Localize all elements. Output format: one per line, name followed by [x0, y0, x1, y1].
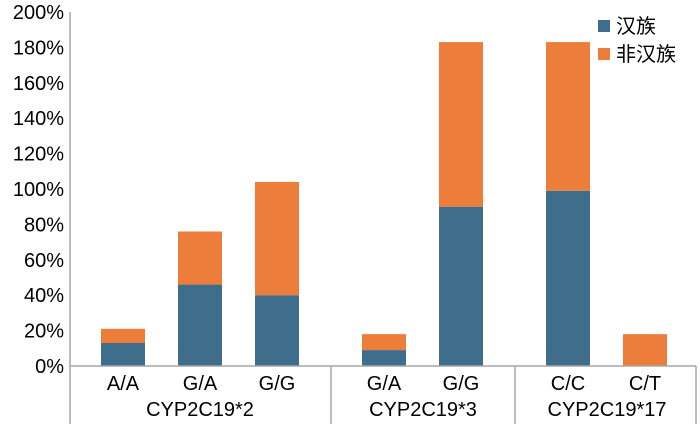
bar-segment-non-han	[623, 334, 667, 366]
legend-label: 非汉族	[616, 42, 676, 66]
group-label: CYP2C19*3	[369, 399, 477, 421]
x-tick-label: A/A	[107, 373, 140, 395]
bar-segment-han	[439, 206, 483, 366]
y-tick-label: 80%	[24, 214, 64, 236]
y-tick-label: 20%	[24, 321, 64, 343]
x-tick-label: C/C	[551, 373, 585, 395]
bar-segment-non-han	[101, 328, 145, 343]
bar-segment-non-han	[439, 42, 483, 207]
bar-segment-non-han	[362, 334, 406, 351]
y-axis-ticks: 0% 20% 40% 60% 80% 100% 120% 140% 160% 180% 200%	[13, 2, 64, 378]
y-tick-label: 40%	[24, 285, 64, 307]
bar-segment-han	[362, 350, 406, 366]
x-tick-label: G/G	[443, 373, 480, 395]
x-tick-label: G/A	[367, 373, 402, 395]
y-tick-label: 160%	[13, 73, 64, 95]
y-tick-label: 0%	[35, 356, 64, 378]
y-tick-label: 100%	[13, 179, 64, 201]
bar-segment-han	[546, 190, 590, 366]
y-tick-label: 60%	[24, 250, 64, 272]
x-tick-label: G/A	[183, 373, 218, 395]
x-tick-label: C/T	[629, 373, 661, 395]
bars	[101, 42, 667, 366]
y-tick-label: 180%	[13, 37, 64, 59]
x-axis: A/A G/A G/G G/A G/G C/C C/T CYP2C19*2 CYP2C19*3 C…	[69, 12, 697, 424]
bar-segment-non-han	[546, 42, 590, 191]
bar-segment-non-han	[255, 181, 299, 296]
y-tick-label: 120%	[13, 144, 64, 166]
legend-swatch	[598, 20, 610, 32]
y-tick-label: 140%	[13, 108, 64, 130]
group-label: CYP2C19*2	[146, 399, 254, 421]
legend-swatch	[598, 48, 610, 60]
legend-label: 汉族	[616, 14, 656, 38]
bar-segment-han	[255, 295, 299, 366]
y-tick-label: 200%	[13, 2, 64, 24]
bar-segment-non-han	[178, 231, 222, 285]
bar-segment-han	[178, 284, 222, 366]
bar-segment-han	[101, 342, 145, 366]
group-label: CYP2C19*17	[548, 399, 667, 421]
x-tick-label: G/G	[259, 373, 296, 395]
